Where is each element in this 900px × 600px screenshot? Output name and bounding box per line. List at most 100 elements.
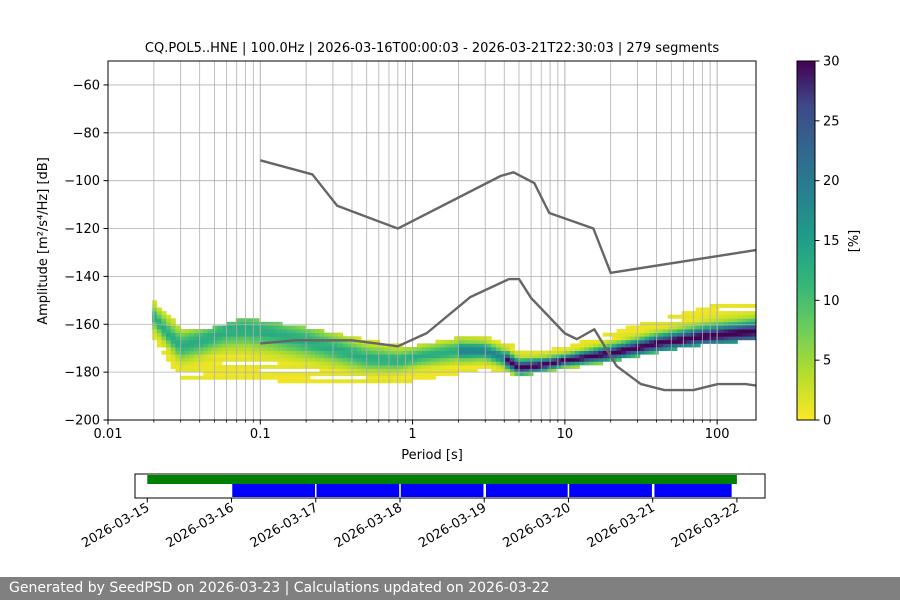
heatmap-cell — [435, 364, 441, 369]
heatmap-cell — [695, 339, 701, 344]
heatmap-cell — [384, 347, 390, 351]
heatmap-cell — [444, 357, 450, 362]
heatmap-cell — [375, 372, 381, 377]
heatmap-cell — [365, 347, 371, 351]
heatmap-cell — [282, 329, 288, 334]
heatmap-cell — [310, 357, 316, 362]
heatmap-cell — [240, 332, 246, 337]
heatmap-cell — [440, 368, 446, 373]
heatmap-cell — [639, 329, 645, 334]
heatmap-cell — [612, 347, 618, 351]
heatmap-cell — [416, 357, 422, 362]
heatmap-cell — [639, 325, 645, 330]
heatmap-cell — [556, 361, 562, 366]
heatmap-cell — [481, 364, 487, 369]
heatmap-cell — [412, 357, 418, 362]
heatmap-cell — [291, 339, 297, 344]
heatmap-cell — [500, 343, 506, 348]
heatmap-cell — [286, 357, 292, 362]
heatmap-cell — [677, 343, 683, 348]
heatmap-cell — [170, 325, 176, 330]
heatmap-cell — [286, 332, 292, 337]
heatmap-cell — [282, 354, 288, 359]
heatmap-cell — [393, 361, 399, 366]
heatmap-cell — [282, 372, 288, 377]
heatmap-cell — [375, 379, 381, 384]
heatmap-cell — [319, 379, 325, 384]
heatmap-cell — [263, 325, 269, 330]
heatmap-cell — [556, 347, 562, 351]
heatmap-cell — [584, 350, 590, 355]
heatmap-cell — [375, 347, 381, 351]
heatmap-cell — [444, 361, 450, 366]
heatmap-cell — [667, 332, 673, 337]
heatmap-cell — [342, 364, 348, 369]
heatmap-cell — [412, 364, 418, 369]
heatmap-cell — [463, 357, 469, 362]
heatmap-cell — [254, 318, 260, 323]
heatmap-cell — [184, 350, 190, 355]
heatmap-cell — [221, 354, 227, 359]
heatmap-cell — [282, 347, 288, 351]
heatmap-cell — [319, 350, 325, 355]
heatmap-cell — [207, 372, 213, 377]
heatmap-cell — [737, 314, 743, 319]
heatmap-cell — [310, 372, 316, 377]
heatmap-cell — [723, 329, 729, 334]
heatmap-cell — [746, 321, 752, 326]
heatmap-cell — [718, 311, 724, 316]
heatmap-cell — [328, 347, 334, 351]
heatmap-cell — [296, 357, 302, 362]
heatmap-cell — [505, 368, 511, 373]
heatmap-cell — [212, 339, 218, 344]
heatmap-cell — [486, 336, 492, 341]
heatmap-cell — [300, 343, 306, 348]
heatmap-cell — [305, 350, 311, 355]
heatmap-cell — [625, 336, 631, 341]
heatmap-cell — [523, 350, 529, 355]
heatmap-cell — [156, 332, 162, 337]
heatmap-cell — [203, 329, 209, 334]
heatmap-cell — [430, 357, 436, 362]
heatmap-cell — [463, 364, 469, 369]
heatmap-cell — [625, 343, 631, 348]
heatmap-cell — [282, 364, 288, 369]
heatmap-cell — [709, 307, 715, 312]
heatmap-cell — [152, 300, 158, 305]
heatmap-cell — [189, 368, 195, 373]
heatmap-cell — [519, 357, 525, 362]
heatmap-cell — [430, 354, 436, 359]
heatmap-cell — [170, 329, 176, 334]
heatmap-cell — [384, 375, 390, 380]
heatmap-cell — [556, 364, 562, 369]
heatmap-cell — [491, 343, 497, 348]
heatmap-cell — [207, 336, 213, 341]
heatmap-cell — [347, 354, 353, 359]
heatmap-cell — [746, 332, 752, 337]
heatmap-cell — [509, 364, 515, 369]
heatmap-cell — [509, 343, 515, 348]
heatmap-cell — [226, 339, 232, 344]
heatmap-cell — [695, 311, 701, 316]
heatmap-cell — [249, 375, 255, 380]
heatmap-cell — [458, 347, 464, 351]
heatmap-cell — [468, 361, 474, 366]
heatmap-cell — [607, 350, 613, 355]
heatmap-cell — [235, 354, 241, 359]
heatmap-cell — [458, 368, 464, 373]
heatmap-cell — [217, 357, 223, 362]
heatmap-cell — [272, 347, 278, 351]
heatmap-cell — [193, 364, 200, 369]
heatmap-cell — [751, 314, 756, 319]
heatmap-cell — [686, 311, 692, 316]
heatmap-cell — [686, 314, 692, 319]
heatmap-cell — [361, 364, 367, 369]
heatmap-cell — [156, 336, 162, 341]
heatmap-cell — [337, 361, 343, 366]
heatmap-cell — [356, 343, 362, 348]
heatmap-cell — [412, 347, 418, 351]
heatmap-cell — [217, 350, 223, 355]
heatmap-cell — [235, 372, 241, 377]
heatmap-cell — [565, 347, 571, 351]
heatmap-cell — [584, 339, 590, 344]
